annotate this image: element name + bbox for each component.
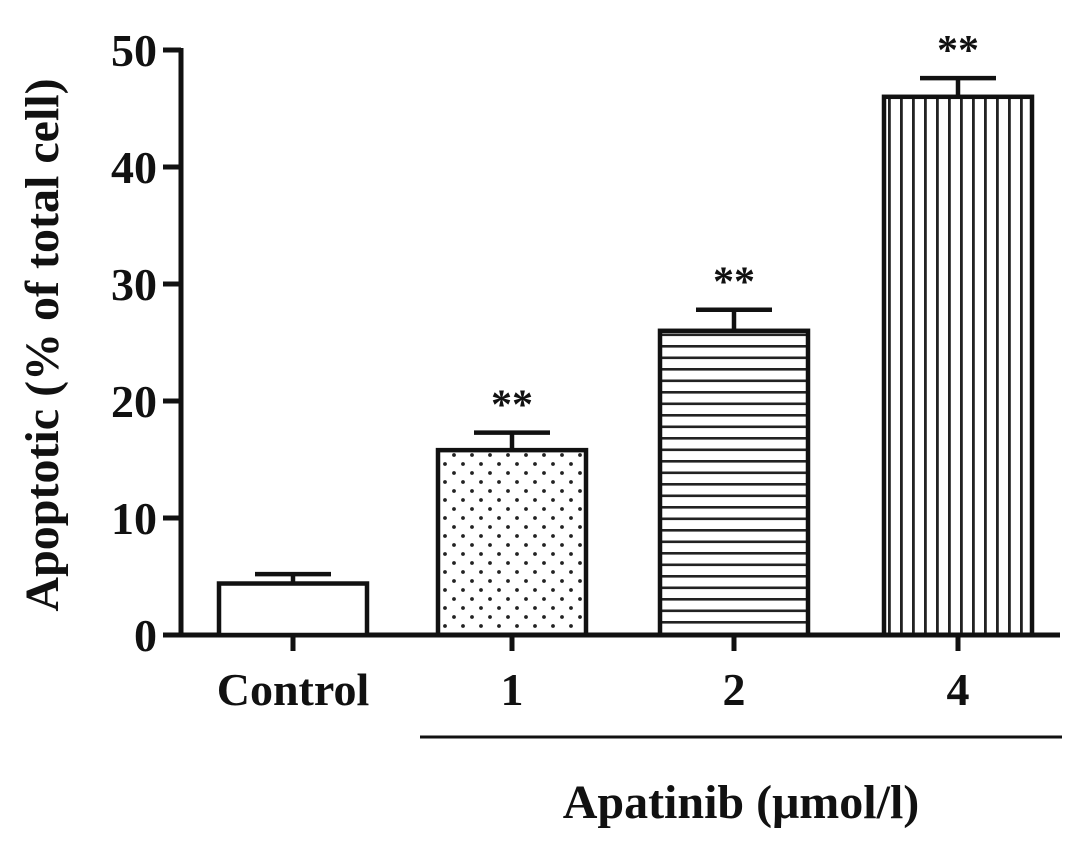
y-tick-label-30: 30 xyxy=(111,259,157,310)
y-tick-label-10: 10 xyxy=(111,493,157,544)
bar-1 xyxy=(435,447,589,638)
bar-2 xyxy=(657,328,811,638)
x-tick-label-1: 1 xyxy=(501,664,524,715)
significance-label-2: ** xyxy=(713,260,755,306)
bar-control xyxy=(216,581,370,638)
significance-label-3: ** xyxy=(937,28,979,74)
x-ticks: Control 1 2 4 xyxy=(217,635,970,715)
x-tick-label-4: 4 xyxy=(947,664,970,715)
bar-4 xyxy=(881,94,1035,638)
group-label: Apatinib (μmol/l) xyxy=(563,776,920,829)
significance-label-1: ** xyxy=(491,383,533,429)
bars: ** ** ** xyxy=(216,28,1035,638)
y-tick-label-20: 20 xyxy=(111,376,157,427)
y-tick-label-50: 50 xyxy=(111,25,157,76)
y-tick-label-40: 40 xyxy=(111,142,157,193)
y-axis-title: Apoptotic (% of total cell) xyxy=(16,78,69,611)
x-tick-label-2: 2 xyxy=(723,664,746,715)
y-tick-label-0: 0 xyxy=(134,610,157,661)
x-tick-label-control: Control xyxy=(217,664,370,715)
y-ticks: 0 10 20 30 40 50 xyxy=(111,25,181,661)
